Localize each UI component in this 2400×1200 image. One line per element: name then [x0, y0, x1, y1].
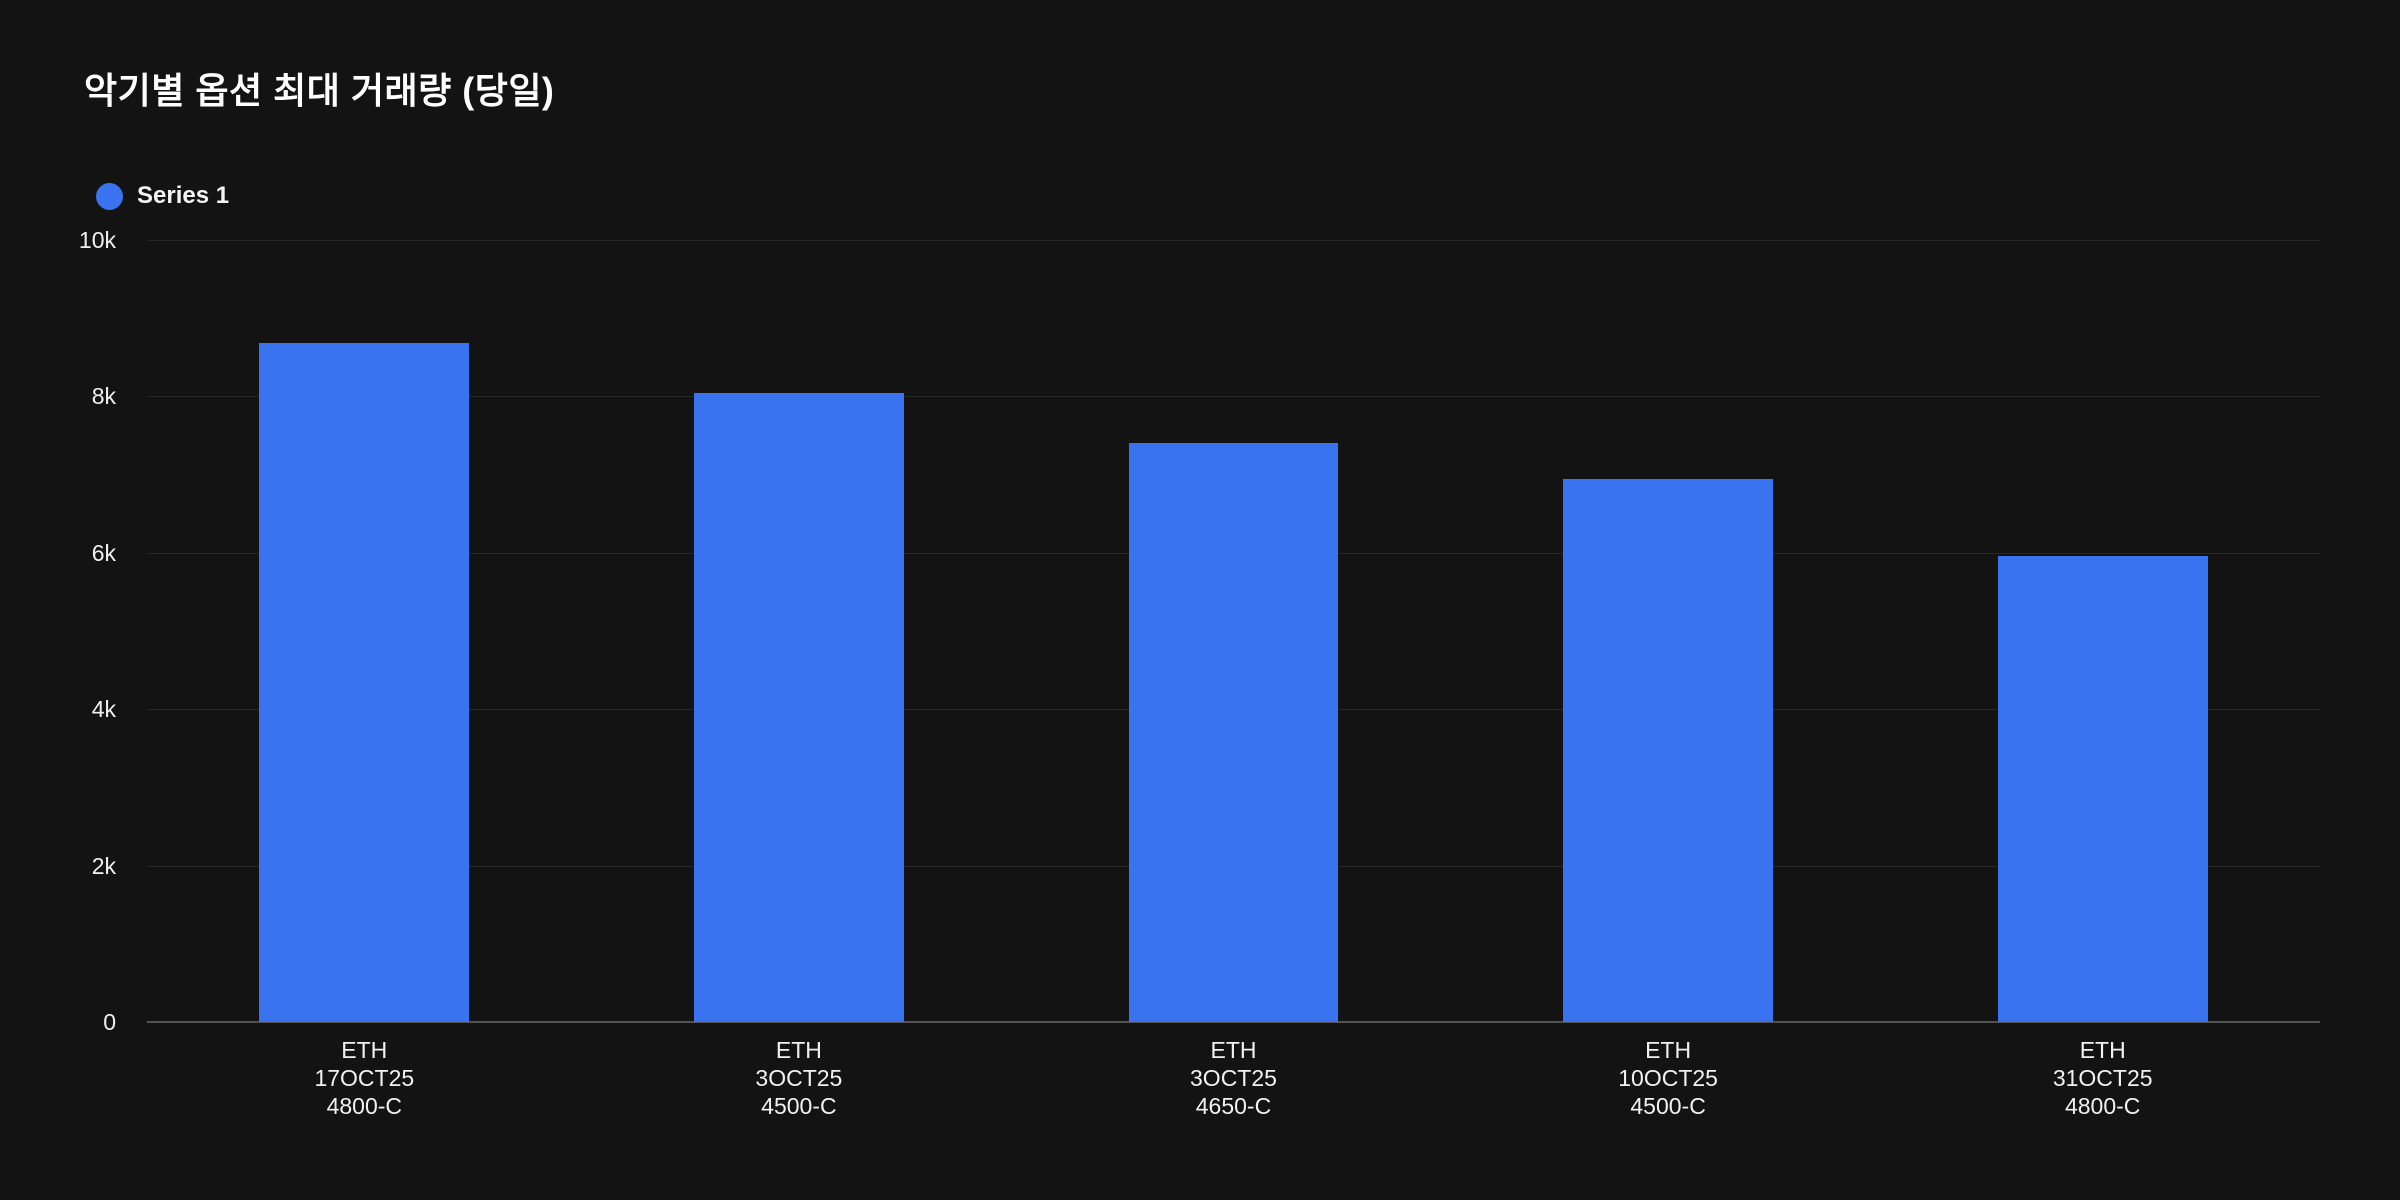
legend[interactable]: Series 1	[96, 182, 229, 210]
x-axis-label-line: 4650-C	[1195, 1093, 1272, 1119]
x-axis-label-line: 4500-C	[761, 1093, 837, 1119]
bar[interactable]	[1128, 443, 1339, 1022]
gridline	[147, 240, 2320, 241]
plot-area: 0 2k 4k 6k 8k 10k ETH 17OCT25 4800-C ETH 3OCT25 45…	[79, 227, 2320, 1119]
legend-series-label: Series 1	[137, 182, 230, 209]
x-axis-label-line: 17OCT25	[314, 1065, 415, 1091]
x-axis-label-line: 3OCT25	[1190, 1065, 1277, 1091]
y-axis-label: 8k	[91, 383, 116, 410]
x-axis-label-line: ETH	[2079, 1037, 2126, 1063]
x-axis-label-line: 10OCT25	[1618, 1065, 1718, 1091]
bar[interactable]	[693, 392, 904, 1022]
x-axis-label-line: 4800-C	[2064, 1093, 2141, 1119]
x-axis-label-line: 4500-C	[1630, 1093, 1706, 1119]
y-axis-label: 2k	[91, 852, 116, 879]
x-axis-label: ETH 3OCT25 4500-C	[582, 1036, 1017, 1120]
bar[interactable]	[1563, 478, 1774, 1022]
bar[interactable]	[1997, 555, 2208, 1022]
legend-color-dot	[96, 182, 123, 210]
x-axis-label: ETH 3OCT25 4650-C	[1016, 1036, 1451, 1120]
x-axis-label: ETH 10OCT25 4500-C	[1451, 1036, 1886, 1120]
chart-title: 악기별 옵션 최대 거래량 (당일)	[84, 70, 555, 111]
y-axis-label: 6k	[91, 539, 116, 566]
x-axis-label: ETH 31OCT25 4800-C	[1885, 1036, 2320, 1120]
y-axis-label: 10k	[78, 227, 116, 253]
y-axis-label: 4k	[91, 696, 116, 723]
x-axis-label-line: ETH	[1645, 1037, 1692, 1063]
x-axis-label-line: ETH	[341, 1037, 388, 1063]
bar[interactable]	[259, 343, 470, 1022]
x-axis-label-line: 4800-C	[326, 1093, 403, 1119]
gridline	[147, 396, 2320, 398]
x-axis-label: ETH 17OCT25 4800-C	[147, 1036, 582, 1120]
y-axis-label: 0	[103, 1009, 116, 1035]
x-axis-label-line: ETH	[1210, 1037, 1257, 1063]
x-axis-label-line: 31OCT25	[2052, 1065, 2153, 1091]
x-axis-line	[147, 1021, 2320, 1023]
x-axis-label-line: ETH	[775, 1037, 822, 1063]
x-axis-label-line: 3OCT25	[755, 1065, 843, 1091]
